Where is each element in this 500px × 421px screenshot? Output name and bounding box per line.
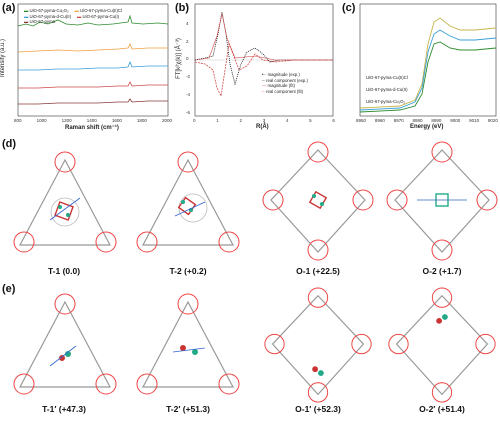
panel-c-legend: UiO-67-pyma-Cu(II)Cl UiO-67-pyma-d-Cu(II… <box>366 72 456 108</box>
tick-label: 8980 <box>412 118 423 123</box>
panel-b-xticks: 0 1 2 3 4 5 6 <box>193 118 335 123</box>
legend-item: •·· magnitude (exp.) <box>262 72 300 77</box>
legend-item: UiO-67-pyma-d-Cu(II) <box>366 87 408 92</box>
tick-label: 0 <box>193 118 196 123</box>
tick-label: 5 <box>309 118 312 123</box>
structure-caption: T-2 (+0.2) <box>169 266 207 276</box>
panel-c-xlabel: Energy (eV) <box>410 124 444 130</box>
tick-label: 8970 <box>393 118 404 123</box>
legend-item: ▬ UiO-67-pyma <box>24 19 56 25</box>
tick-label: -2 <box>186 74 191 80</box>
panel-a-plot <box>17 3 169 117</box>
tick-label: 800 <box>14 118 22 123</box>
panel-a-letter: (a) <box>2 2 16 14</box>
mof-structure-o1-prime <box>264 287 372 403</box>
panel-b-xlabel: R(Å) <box>256 124 269 130</box>
legend-item: UiO-67-pyma-Cu₂O₂ <box>366 99 406 104</box>
legend-item: ▬ UiO-67-pyma-Cu(II)Cl <box>74 8 122 13</box>
tick-label: 2 <box>239 118 242 123</box>
structure-caption: O-1′ (+52.3) <box>295 404 341 414</box>
structure-caption: T-2′ (+51.3) <box>166 404 210 414</box>
tick-label: 1400 <box>86 118 97 123</box>
panel-c-plot <box>359 3 497 117</box>
tick-label: 1800 <box>136 118 147 123</box>
legend-item: UiO-67-pyma-Cu(II)Cl <box>366 75 408 80</box>
tick-label: 6 <box>186 3 189 8</box>
panel-d-letter: (d) <box>2 138 17 150</box>
mof-structure-t1-prime <box>13 293 117 395</box>
structure-caption: T-1′ (+47.3) <box>42 404 86 414</box>
tick-label: 9000 <box>450 118 461 123</box>
tick-label: 6 <box>332 118 335 123</box>
mof-structure-t1 <box>13 151 117 253</box>
tick-label: 1000 <box>36 118 47 123</box>
legend-item: -- real component (exp.) <box>262 77 308 83</box>
panel-b-ylabel: FT[k²χ(k)] (Å⁻³) <box>175 38 182 79</box>
tick-label: 0 <box>186 56 189 62</box>
tick-label: 4 <box>186 20 189 26</box>
tick-label: 2000 <box>161 118 172 123</box>
tick-label: 8960 <box>374 118 385 123</box>
tick-label: 1600 <box>111 118 122 123</box>
tick-label: 1200 <box>61 118 72 123</box>
mof-structure-o2 <box>386 141 498 261</box>
legend-item: — magnitude (fit) <box>262 83 295 89</box>
tick-label: 2 <box>186 38 189 44</box>
panel-b-yticks: 6 4 2 0 -2 -4 -6 <box>186 3 190 115</box>
tick-label: 8990 <box>431 118 442 123</box>
panel-c-xticks: 8950 8960 8970 8980 8990 9000 9010 9020 <box>356 118 498 123</box>
tick-label: 1 <box>216 118 219 123</box>
panel-a-xlabel: Raman shift (cm⁻¹) <box>65 125 119 131</box>
panel-a-xticks: 800 1000 1200 1400 1600 1800 2000 <box>14 118 172 123</box>
legend-item: ▬ UiO-67-pyma-Cu₂O₂ <box>24 8 69 13</box>
panel-e-letter: (e) <box>2 283 16 295</box>
tick-label: 9010 <box>469 118 480 123</box>
tick-label: -4 <box>186 92 191 98</box>
legend-item: ▬ UiO-67-pyma-Cu(I) <box>77 13 120 19</box>
mof-structure-t2 <box>136 151 240 253</box>
panel-a-ylabel: Intensity (a.u.) <box>0 38 7 78</box>
mof-structure-o1 <box>262 141 374 261</box>
tick-label: 8950 <box>356 118 367 123</box>
tick-label: 3 <box>262 118 266 123</box>
tick-label: 9020 <box>487 118 498 123</box>
structure-caption: T-1 (0.0) <box>47 266 81 276</box>
panel-c-letter: (c) <box>342 2 356 14</box>
mof-structure-o2-prime <box>388 287 496 403</box>
legend-item: ▬ UiO-67-pyma-d-Cu(II) <box>24 13 72 19</box>
panel-b-letter: (b) <box>175 2 190 14</box>
mof-structure-t2-prime <box>136 293 240 395</box>
tick-label: 4 <box>285 118 289 123</box>
panel-b-legend: •·· magnitude (exp.) -- real component (… <box>262 72 332 94</box>
structure-caption: O-1 (+22.5) <box>296 266 340 276</box>
structure-caption: O-2 (+1.7) <box>422 266 462 276</box>
structure-caption: O-2′ (+51.4) <box>419 404 465 414</box>
panel-a-legend: ▬ UiO-67-pyma-Cu₂O₂ ▬ UiO-67-pyma-Cu(II)… <box>24 8 164 25</box>
legend-item: -- real component (fit) <box>262 88 304 94</box>
tick-label: -6 <box>186 109 191 115</box>
panel-b-plot <box>194 3 334 117</box>
